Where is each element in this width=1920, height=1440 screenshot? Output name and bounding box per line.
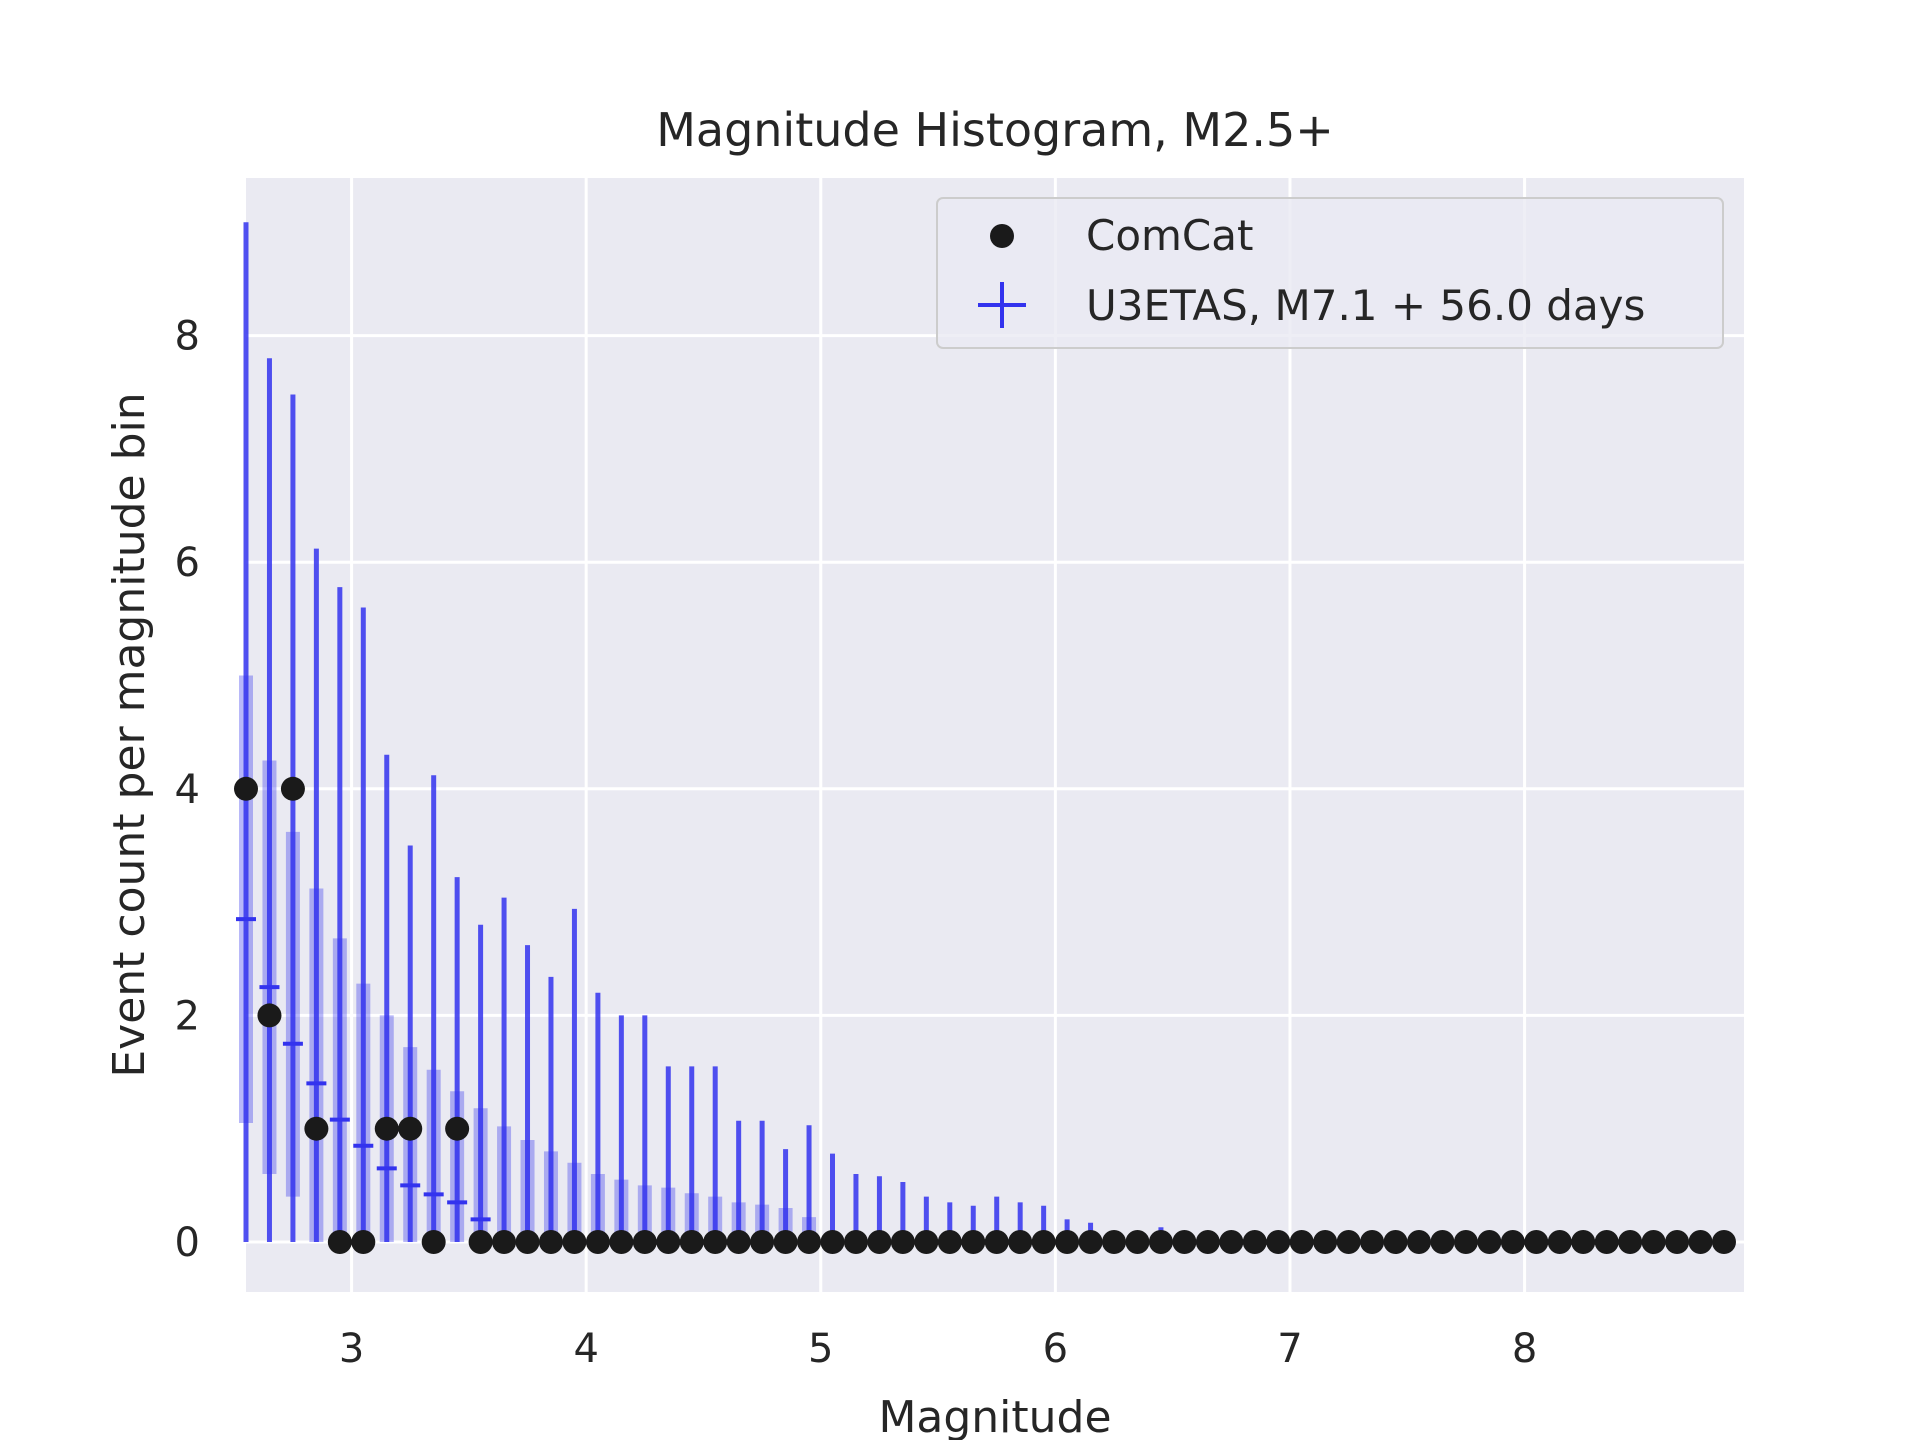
comcat-point [257, 1003, 282, 1028]
comcat-point [1102, 1230, 1127, 1254]
comcat-point [1242, 1230, 1267, 1254]
comcat-point [1219, 1230, 1244, 1254]
comcat-point [914, 1230, 939, 1254]
comcat-point [1148, 1230, 1173, 1254]
comcat-point [1500, 1230, 1525, 1254]
comcat-point [1195, 1230, 1220, 1254]
comcat-point [421, 1230, 446, 1254]
comcat-point [820, 1230, 845, 1254]
legend-comcat-label: ComCat [1086, 211, 1253, 260]
comcat-point [1172, 1230, 1197, 1254]
comcat-point [1125, 1230, 1150, 1254]
comcat-point [327, 1230, 352, 1254]
comcat-point [961, 1230, 986, 1254]
comcat-point [726, 1230, 751, 1254]
comcat-point [937, 1230, 962, 1254]
comcat-point [750, 1230, 775, 1254]
comcat-point [1078, 1230, 1103, 1254]
comcat-point [1430, 1230, 1455, 1254]
comcat-point [1407, 1230, 1431, 1254]
comcat-point [797, 1230, 822, 1254]
comcat-point [984, 1230, 1009, 1254]
x-tick-label: 5 [808, 1326, 833, 1372]
comcat-point [445, 1116, 470, 1141]
comcat-point [280, 776, 305, 801]
comcat-point [1313, 1230, 1338, 1254]
comcat-point [1711, 1230, 1736, 1254]
comcat-point [515, 1230, 540, 1254]
comcat-point [1594, 1230, 1619, 1254]
x-axis-label: Magnitude [878, 1392, 1111, 1440]
comcat-point [1618, 1230, 1643, 1254]
x-axis-ticks: 3 4 5 6 7 8 [339, 1326, 1537, 1372]
comcat-series [234, 776, 1736, 1254]
y-axis-label: Event count per magnitude bin [104, 392, 155, 1077]
comcat-point [1688, 1230, 1713, 1254]
legend-comcat-marker [990, 224, 1014, 248]
comcat-point [1008, 1230, 1033, 1254]
comcat-point [562, 1230, 587, 1254]
comcat-point [1336, 1230, 1361, 1254]
y-axis-ticks: 0 2 4 6 8 [175, 314, 200, 1266]
comcat-point [398, 1116, 423, 1141]
comcat-point [1524, 1230, 1549, 1254]
y-tick-label: 0 [175, 1220, 200, 1266]
comcat-point [1360, 1230, 1385, 1254]
legend-box [936, 197, 1724, 349]
comcat-point [1665, 1230, 1690, 1254]
comcat-point [1055, 1230, 1080, 1254]
comcat-point [867, 1230, 892, 1254]
x-tick-label: 7 [1277, 1326, 1302, 1372]
comcat-point [234, 776, 258, 801]
chart-title: Magnitude Histogram, M2.5+ [656, 103, 1334, 157]
comcat-point [679, 1230, 704, 1254]
comcat-point [1383, 1230, 1408, 1254]
comcat-point [609, 1230, 634, 1254]
comcat-point [492, 1230, 517, 1254]
comcat-point [843, 1230, 868, 1254]
y-tick-label: 2 [175, 993, 200, 1039]
comcat-point [890, 1230, 915, 1254]
comcat-point [468, 1230, 493, 1254]
legend: ComCat U3ETAS, M7.1 + 56.0 days [936, 197, 1724, 349]
comcat-point [1453, 1230, 1478, 1254]
comcat-point [1547, 1230, 1572, 1254]
comcat-point [773, 1230, 798, 1254]
comcat-point [1031, 1230, 1056, 1254]
comcat-point [703, 1230, 728, 1254]
x-tick-label: 3 [339, 1326, 364, 1372]
comcat-point [304, 1116, 329, 1141]
comcat-point [1641, 1230, 1666, 1254]
comcat-point [374, 1116, 399, 1141]
y-tick-label: 8 [175, 314, 200, 360]
comcat-point [632, 1230, 657, 1254]
x-tick-label: 8 [1512, 1326, 1537, 1372]
comcat-point [1289, 1230, 1314, 1254]
comcat-point [1477, 1230, 1502, 1254]
x-tick-label: 6 [1043, 1326, 1068, 1372]
comcat-point [1266, 1230, 1291, 1254]
comcat-point [351, 1230, 376, 1254]
comcat-point [538, 1230, 563, 1254]
comcat-point [585, 1230, 610, 1254]
y-tick-label: 6 [175, 540, 200, 586]
x-tick-label: 4 [573, 1326, 598, 1372]
y-tick-label: 4 [175, 767, 200, 813]
legend-u3etas-label: U3ETAS, M7.1 + 56.0 days [1086, 281, 1645, 330]
comcat-point [656, 1230, 681, 1254]
plot-background [246, 178, 1744, 1292]
comcat-point [1571, 1230, 1596, 1254]
